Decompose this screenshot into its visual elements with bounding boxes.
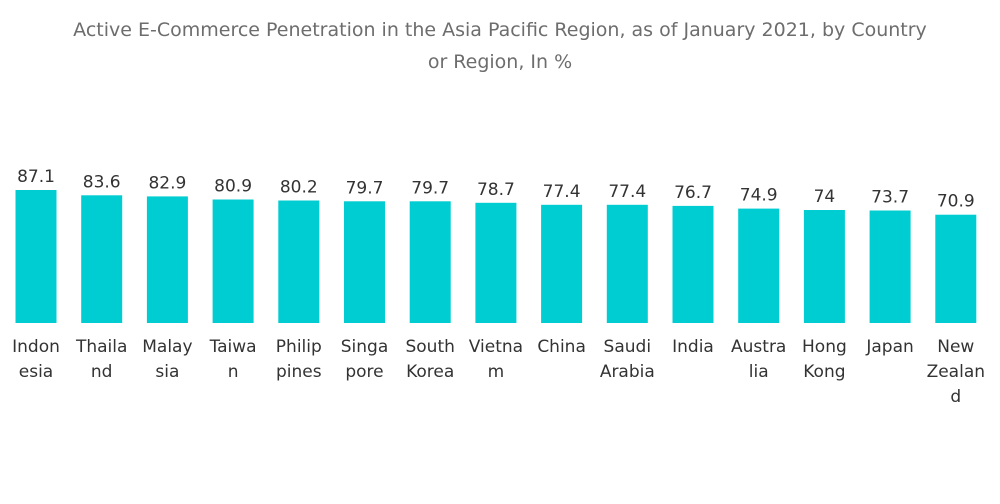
bars-group: [15, 190, 977, 323]
tick-label-line: nd: [91, 362, 113, 382]
tick-label-line: India: [672, 337, 714, 357]
tick-label-line: South: [405, 337, 454, 357]
tick-label-indonesia: Indon esia: [12, 337, 60, 382]
tick-label-thailand: Thaila nd: [75, 337, 127, 382]
bar-australia: [738, 208, 780, 323]
chart-title-line-2: or Region, In %: [427, 51, 573, 73]
value-label-thailand: 83.6: [83, 172, 121, 192]
bar-thailand: [81, 195, 123, 323]
tick-label-line: Zealan: [927, 362, 985, 382]
tick-label-line: pore: [345, 362, 383, 382]
category-tick-labels: Indon esia Thaila nd Malay sia Taiwa n Philip pin…: [12, 337, 985, 407]
value-labels-group: 87.1 83.6 82.9 80.9 80.2 79.7 79.7 78.7 77.4 77.4…: [17, 167, 975, 212]
tick-label-line: Korea: [406, 362, 454, 382]
tick-label-line: n: [228, 362, 239, 382]
tick-label-line: Vietna: [469, 337, 523, 357]
value-label-singapore: 79.7: [346, 178, 384, 198]
bar-philippines: [278, 200, 320, 323]
tick-label-singapore: Singa pore: [341, 337, 389, 382]
value-label-australia: 74.9: [740, 186, 778, 206]
chart-title-line-1: Active E-Commerce Penetration in the Asi…: [73, 19, 927, 41]
bar-taiwan: [212, 199, 254, 323]
value-label-philippines: 80.2: [280, 178, 318, 198]
value-label-taiwan: 80.9: [214, 177, 252, 197]
value-label-south-korea: 79.7: [411, 178, 449, 198]
value-label-vietnam: 78.7: [477, 180, 515, 200]
tick-label-south-korea: South Korea: [405, 337, 454, 382]
tick-label-line: pines: [276, 362, 322, 382]
tick-label-line: Indon: [12, 337, 60, 357]
value-label-malaysia: 82.9: [148, 173, 186, 193]
tick-label-line: Japan: [865, 337, 913, 357]
value-label-japan: 73.7: [871, 188, 909, 208]
bar-india: [672, 205, 714, 323]
tick-label-line: Singa: [341, 337, 389, 357]
tick-label-line: Malay: [142, 337, 192, 357]
tick-label-line: Hong: [802, 337, 847, 357]
value-label-hong-kong: 74: [814, 187, 836, 207]
bar-hong-kong: [803, 210, 845, 323]
tick-label-line: Arabia: [600, 362, 655, 382]
tick-label-malaysia: Malay sia: [142, 337, 192, 382]
value-label-china: 77.4: [543, 182, 581, 202]
tick-label-taiwan: Taiwa n: [209, 337, 257, 382]
tick-label-line: Taiwa: [209, 337, 257, 357]
tick-label-line: Thaila: [75, 337, 127, 357]
tick-label-line: Kong: [803, 362, 845, 382]
value-label-new-zealand: 70.9: [937, 192, 975, 212]
bar-new-zealand: [935, 214, 977, 323]
value-label-india: 76.7: [674, 183, 712, 203]
bar-vietnam: [475, 202, 517, 323]
tick-label-hong-kong: Hong Kong: [802, 337, 847, 382]
tick-label-line: lia: [749, 362, 769, 382]
value-label-indonesia: 87.1: [17, 167, 55, 187]
bar-singapore: [344, 201, 385, 323]
tick-label-line: sia: [155, 362, 179, 382]
tick-label-vietnam: Vietna m: [469, 337, 523, 382]
bar-saudi-arabia: [606, 204, 648, 323]
tick-label-new-zealand: New Zealan d: [927, 337, 985, 407]
tick-label-line: New: [937, 337, 974, 357]
tick-label-australia: Austra lia: [731, 337, 786, 382]
tick-label-saudi-arabia: Saudi Arabia: [600, 337, 655, 382]
tick-label-line: China: [537, 337, 586, 357]
tick-label-line: Saudi: [604, 337, 652, 357]
tick-label-philippines: Philip pines: [276, 337, 322, 382]
tick-label-japan: Japan: [865, 337, 913, 357]
tick-label-line: esia: [19, 362, 53, 382]
tick-label-china: China: [537, 337, 586, 357]
tick-label-line: Philip: [276, 337, 322, 357]
bar-south-korea: [409, 201, 451, 323]
tick-label-india: India: [672, 337, 714, 357]
value-label-saudi-arabia: 77.4: [608, 182, 646, 202]
tick-label-line: Austra: [731, 337, 786, 357]
tick-label-line: d: [950, 387, 961, 407]
bar-malaysia: [146, 196, 188, 323]
chart-title: Active E-Commerce Penetration in the Asi…: [0, 14, 1000, 78]
tick-label-line: m: [488, 362, 505, 382]
bar-japan: [869, 210, 911, 323]
bar-indonesia: [15, 190, 57, 323]
bar-china: [541, 204, 583, 323]
